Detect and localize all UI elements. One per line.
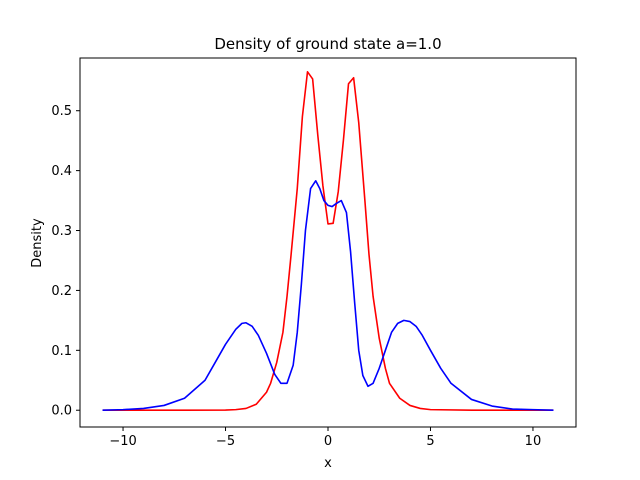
x-tick-label: −10 bbox=[109, 434, 136, 449]
series-line-2 bbox=[102, 180, 554, 412]
x-axis-label: x bbox=[324, 456, 332, 471]
series-line-1 bbox=[102, 70, 554, 412]
plot-frame bbox=[79, 57, 577, 428]
x-tick-label: 0 bbox=[324, 434, 332, 449]
x-tick-label: 5 bbox=[426, 434, 434, 449]
y-tick-label: 0.5 bbox=[51, 104, 72, 119]
x-tick-label: −5 bbox=[216, 434, 235, 449]
series-layer bbox=[102, 70, 554, 412]
y-tick-label: 0.4 bbox=[51, 164, 72, 179]
x-tick-label: 10 bbox=[525, 434, 542, 449]
y-tick-label: 0.0 bbox=[51, 404, 72, 419]
y-axis-label: Density bbox=[30, 218, 45, 268]
y-tick-label: 0.2 bbox=[51, 284, 72, 299]
y-tick-label: 0.1 bbox=[51, 344, 72, 359]
y-tick-label: 0.3 bbox=[51, 224, 72, 239]
ticks-layer: −10 −5 0 5 10 0.0 0.1 0.2 0.3 0.4 0.5 bbox=[51, 104, 541, 449]
plot-area bbox=[80, 58, 576, 427]
chart-title: Density of ground state a=1.0 bbox=[214, 35, 441, 53]
